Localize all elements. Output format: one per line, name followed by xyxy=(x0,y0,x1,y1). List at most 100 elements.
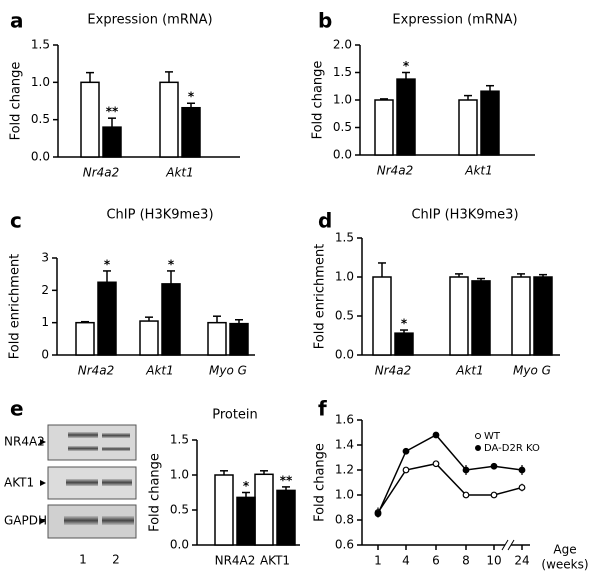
panel: e Protein Fold change 0.0 0.5 1.0 1.5 NR4A2 AKT1… xyxy=(10,397,300,568)
bar xyxy=(394,332,414,356)
y-tick-label: 1.0 xyxy=(31,75,50,89)
axis-break-mark xyxy=(501,539,509,551)
x-tick-label: 24 xyxy=(514,554,529,568)
y-tick-label: 1 xyxy=(41,315,49,329)
point xyxy=(462,491,470,499)
y-axis-label: Fold enrichment xyxy=(313,244,328,350)
y-tick-label: 1.6 xyxy=(335,413,354,427)
y-tick-label: 0 xyxy=(41,348,49,362)
panel: c ChIP (H3K9me3) Fold enrichment 0 1 2 3 Nr4a2 A… xyxy=(8,208,255,378)
point xyxy=(490,491,498,499)
point xyxy=(402,466,410,474)
bar xyxy=(396,78,416,156)
bar xyxy=(80,81,100,158)
x-tick-label: Nr4a2 xyxy=(78,364,115,378)
bar xyxy=(449,276,469,356)
significance: * xyxy=(188,90,195,104)
x-axis-label: (weeks) xyxy=(541,558,588,572)
significance: * xyxy=(243,479,250,493)
y-tick-label: 1.5 xyxy=(170,433,189,447)
line xyxy=(377,462,523,513)
significance: * xyxy=(168,257,175,271)
panel-title: ChIP (H3K9me3) xyxy=(411,208,518,223)
bar xyxy=(254,473,274,546)
blot-arrow xyxy=(40,439,46,445)
x-tick-label: Nr4a2 xyxy=(83,166,120,180)
y-tick-label: 3 xyxy=(41,251,49,265)
point xyxy=(490,462,498,470)
axis-break xyxy=(505,540,511,550)
y-tick-label: 0.5 xyxy=(170,503,189,517)
bar xyxy=(159,81,179,158)
x-tick-label: Nr4a2 xyxy=(377,164,414,178)
point xyxy=(402,447,410,455)
y-axis-label: Fold change xyxy=(313,443,328,522)
point xyxy=(518,484,526,491)
y-tick-label: 1.0 xyxy=(170,468,189,482)
bar xyxy=(471,280,491,356)
blot-band-label: GAPDH xyxy=(4,514,47,528)
bar xyxy=(458,99,478,156)
significance: * xyxy=(403,59,410,73)
blot-band-label: AKT1 xyxy=(4,476,34,490)
y-tick-label: 2 xyxy=(41,283,49,297)
y-axis-label: Fold enrichment xyxy=(8,254,23,360)
bar xyxy=(372,276,392,356)
blot-arrow xyxy=(40,480,46,486)
x-axis-label: Age xyxy=(553,543,576,557)
line xyxy=(377,434,523,515)
y-tick-label: 0.5 xyxy=(333,120,352,134)
bar xyxy=(480,90,500,156)
point xyxy=(432,460,440,468)
point xyxy=(432,431,440,439)
panel: a Expression (mRNA) Fold change 0.0 0.5 1.0 1.… xyxy=(9,9,240,180)
panel-title: Expression (mRNA) xyxy=(392,13,517,28)
bar xyxy=(236,496,256,546)
bar xyxy=(139,320,159,356)
x-tick-label: Akt1 xyxy=(145,364,174,378)
y-tick-label: 0.6 xyxy=(335,538,354,552)
y-tick-label: 1.4 xyxy=(335,438,354,452)
panel-letter: b xyxy=(318,9,332,33)
bar xyxy=(97,281,117,356)
x-tick-label: 8 xyxy=(462,554,470,568)
panel-letter: c xyxy=(10,209,22,233)
blot-band-label: NR4A2 xyxy=(4,435,45,449)
legend-label: DA-D2R KO xyxy=(484,443,540,454)
point xyxy=(374,510,382,518)
bar xyxy=(511,276,531,356)
y-tick-label: 1.5 xyxy=(333,65,352,79)
significance: * xyxy=(401,317,408,331)
legend-marker xyxy=(475,433,481,439)
x-tick-label: 6 xyxy=(432,554,440,568)
x-tick-label: Akt1 xyxy=(165,166,194,180)
y-tick-label: 0.5 xyxy=(31,112,50,126)
bar xyxy=(161,283,181,356)
bar xyxy=(229,322,249,356)
y-tick-label: 1.0 xyxy=(335,488,354,502)
y-tick-label: 1.0 xyxy=(333,93,352,107)
y-axis-label: Fold change xyxy=(148,453,163,532)
point xyxy=(462,466,470,474)
bar xyxy=(276,489,296,546)
panel-title: ChIP (H3K9me3) xyxy=(106,208,213,223)
panel: d ChIP (H3K9me3) Fold enrichment 0.0 0.5 1.0 1… xyxy=(313,208,560,378)
y-tick-label: 0.0 xyxy=(31,150,50,164)
legend-marker xyxy=(475,445,481,451)
y-tick-label: 1.2 xyxy=(335,463,354,477)
significance: * xyxy=(104,257,111,271)
bar xyxy=(102,126,122,158)
x-tick-label: NR4A2 xyxy=(215,554,256,568)
blot-arrow xyxy=(40,518,46,524)
bar xyxy=(533,276,553,356)
panel-letter: a xyxy=(10,9,24,33)
bar xyxy=(374,99,394,156)
y-tick-label: 1.5 xyxy=(31,38,50,52)
significance: ** xyxy=(106,105,119,119)
panel-letter: f xyxy=(318,397,327,421)
x-tick-label: 4 xyxy=(402,554,410,568)
x-tick-label: Akt1 xyxy=(455,364,484,378)
lane-label: 2 xyxy=(112,553,120,567)
y-tick-label: 0.5 xyxy=(335,309,354,323)
